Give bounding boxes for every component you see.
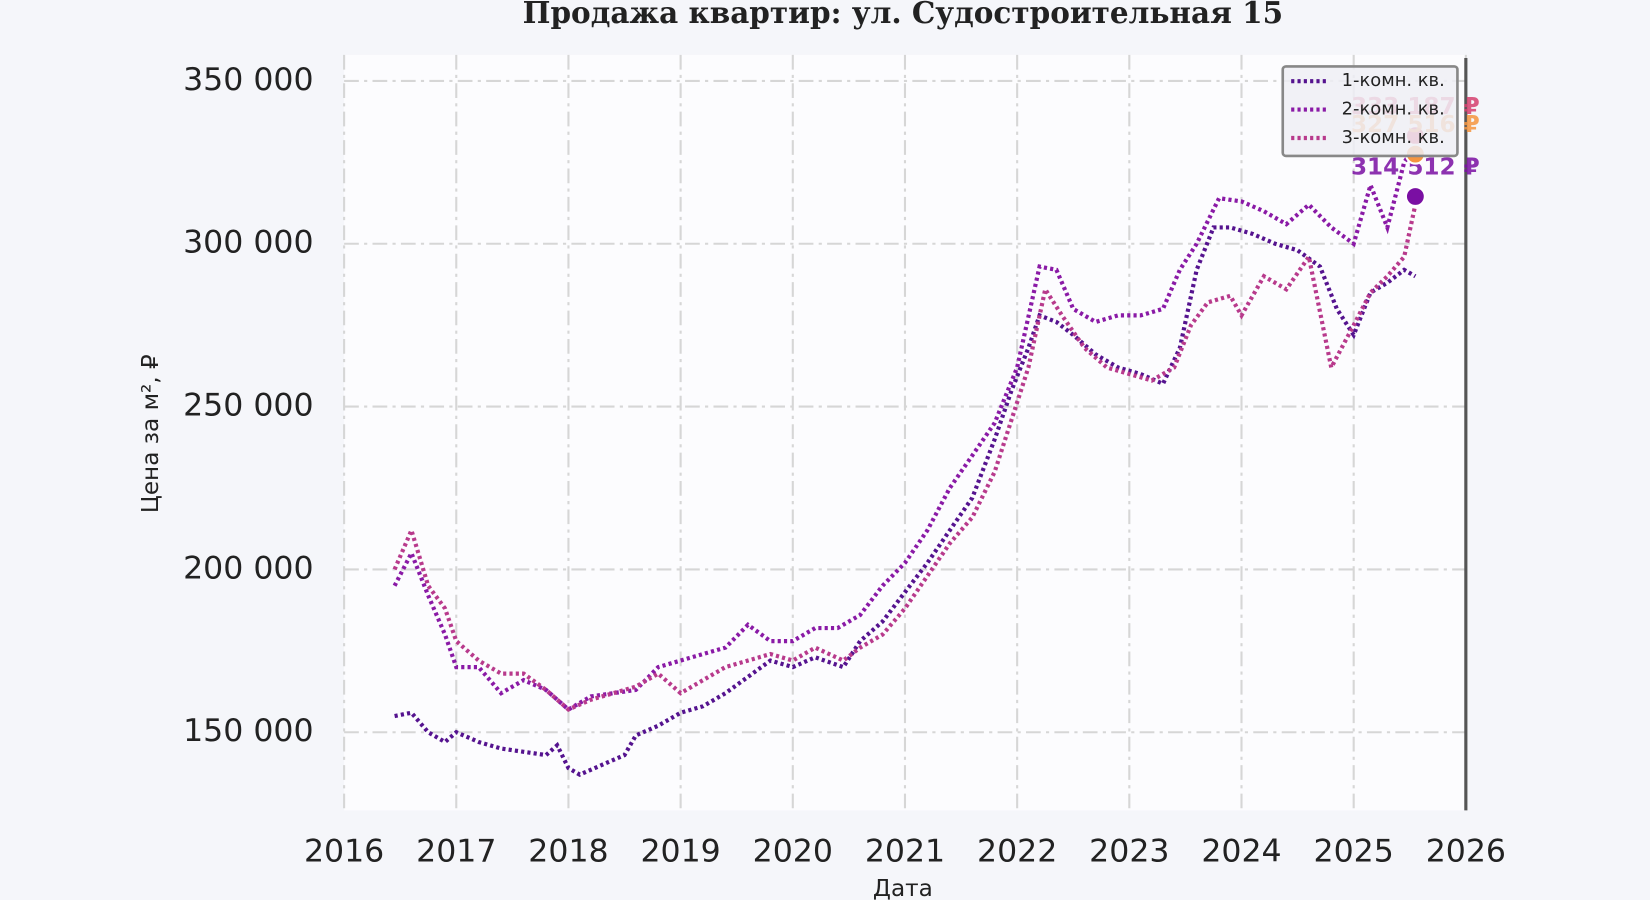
- y-tick-label: 150 000: [183, 713, 313, 749]
- x-tick-label: 2021: [865, 834, 945, 870]
- x-tick-label: 2024: [1201, 834, 1281, 870]
- x-tick-label: 2020: [753, 834, 833, 870]
- y-tick-label: 300 000: [183, 225, 313, 261]
- y-tick-label: 250 000: [183, 388, 313, 424]
- grid: [343, 54, 1467, 811]
- y-tick-label: 350 000: [183, 62, 313, 98]
- legend-box: [1281, 65, 1459, 158]
- series-line: [392, 204, 1418, 712]
- x-tick-label: 2022: [977, 834, 1057, 870]
- legend-label: 1-комн. кв.: [1342, 70, 1445, 91]
- legend-label: 2-комн. кв.: [1342, 99, 1445, 120]
- x-tick-label: 2017: [416, 834, 496, 870]
- x-tick-label: 2016: [304, 834, 384, 870]
- x-tick-label: 2025: [1314, 834, 1394, 870]
- x-tick-label: 2023: [1089, 834, 1169, 870]
- series-line: [392, 144, 1418, 713]
- x-tick-label: 2018: [528, 834, 608, 870]
- x-tick-label: 2019: [640, 834, 720, 870]
- y-axis-label: Цена за м², ₽: [138, 354, 164, 513]
- chart-title: Продажа квартир: ул. Судостроительная 15: [523, 0, 1283, 30]
- legend: 1-комн. кв. 2-комн. кв. 3-комн. кв.: [1281, 65, 1459, 158]
- y-tick-label: 200 000: [183, 550, 313, 586]
- x-tick-label: 2026: [1426, 834, 1506, 870]
- legend-label: 3-комн. кв.: [1342, 127, 1445, 148]
- series-line: [394, 225, 1417, 777]
- lines: [392, 144, 1418, 777]
- end-point: [1404, 185, 1426, 208]
- x-axis-label: Дата: [873, 876, 933, 900]
